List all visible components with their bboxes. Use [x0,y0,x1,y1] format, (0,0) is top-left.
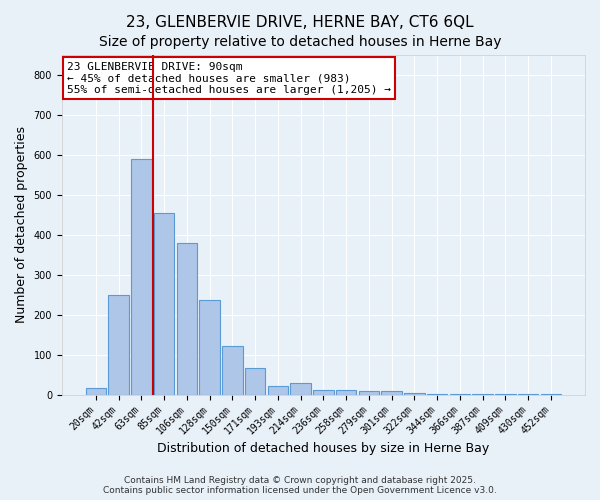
Bar [176,243,197,394]
Y-axis label: Number of detached properties: Number of detached properties [15,126,28,324]
Text: 23 GLENBERVIE DRIVE: 90sqm
← 45% of detached houses are smaller (983)
55% of sem: 23 GLENBERVIE DRIVE: 90sqm ← 45% of deta… [67,62,391,95]
Bar [199,300,220,394]
Bar [131,159,152,394]
Bar [222,346,242,395]
Bar [154,213,175,394]
Bar [109,295,129,394]
Bar [86,388,106,394]
Bar [268,386,288,394]
Bar [359,390,379,394]
Text: 23, GLENBERVIE DRIVE, HERNE BAY, CT6 6QL: 23, GLENBERVIE DRIVE, HERNE BAY, CT6 6QL [126,15,474,30]
Bar [290,382,311,394]
Bar [404,392,425,394]
Text: Size of property relative to detached houses in Herne Bay: Size of property relative to detached ho… [99,35,501,49]
Bar [313,390,334,394]
Bar [245,368,265,394]
Text: Contains HM Land Registry data © Crown copyright and database right 2025.
Contai: Contains HM Land Registry data © Crown c… [103,476,497,495]
Bar [382,390,402,394]
X-axis label: Distribution of detached houses by size in Herne Bay: Distribution of detached houses by size … [157,442,490,455]
Bar [336,390,356,394]
